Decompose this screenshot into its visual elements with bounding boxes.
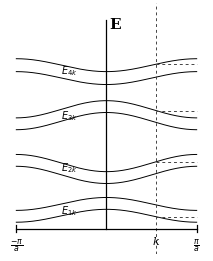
- Text: $E_{3k}$: $E_{3k}$: [61, 110, 78, 123]
- Text: $E_{2k}$: $E_{2k}$: [61, 161, 78, 175]
- Text: $E_{4k}$: $E_{4k}$: [61, 64, 78, 78]
- Text: k: k: [153, 237, 160, 247]
- Text: E: E: [109, 18, 121, 32]
- Text: $E_{1k}$: $E_{1k}$: [61, 204, 78, 218]
- Text: $\frac{\pi}{a}$: $\frac{\pi}{a}$: [193, 237, 200, 255]
- Text: $\frac{-\pi}{a}$: $\frac{-\pi}{a}$: [10, 237, 23, 255]
